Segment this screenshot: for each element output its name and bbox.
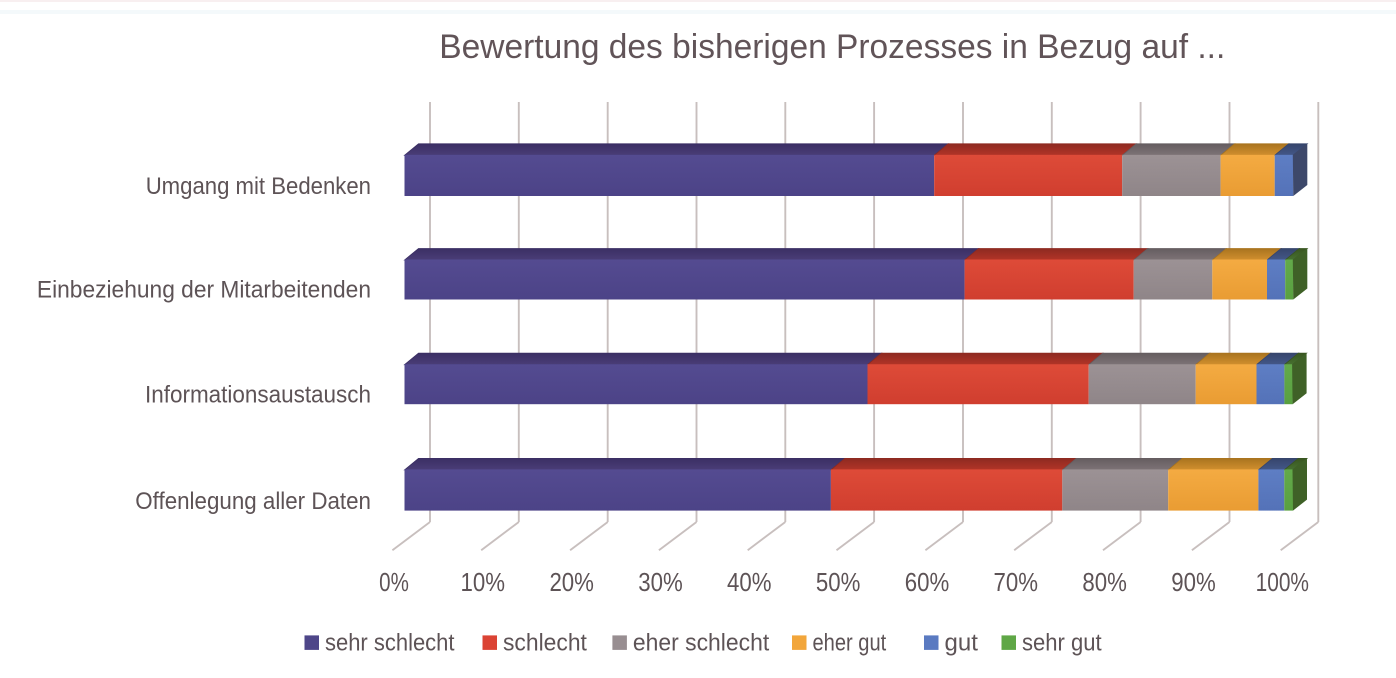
svg-text:60%: 60% (905, 569, 950, 597)
svg-text:sehr gut: sehr gut (1022, 629, 1102, 656)
svg-text:Informationsaustausch: Informationsaustausch (145, 382, 371, 409)
svg-text:50%: 50% (816, 569, 861, 597)
svg-text:70%: 70% (994, 569, 1039, 597)
svg-text:100%: 100% (1256, 569, 1309, 597)
svg-text:Einbeziehung der Mitarbeitende: Einbeziehung der Mitarbeitenden (37, 277, 371, 304)
svg-text:Umgang mit Bedenken: Umgang mit Bedenken (146, 173, 371, 200)
svg-text:30%: 30% (638, 569, 683, 597)
svg-text:Offenlegung aller Daten: Offenlegung aller Daten (135, 488, 371, 515)
svg-text:eher gut: eher gut (813, 629, 887, 656)
svg-text:Bewertung des bisherigen Proze: Bewertung des bisherigen Prozesses in Be… (439, 28, 1225, 66)
svg-text:gut: gut (945, 629, 979, 656)
svg-text:10%: 10% (461, 569, 506, 597)
svg-text:0%: 0% (379, 569, 409, 597)
svg-text:80%: 80% (1082, 569, 1127, 597)
svg-text:eher schlecht: eher schlecht (633, 629, 770, 656)
svg-text:schlecht: schlecht (503, 629, 587, 656)
svg-text:sehr schlecht: sehr schlecht (325, 629, 455, 656)
svg-text:40%: 40% (727, 569, 772, 597)
svg-text:20%: 20% (549, 569, 594, 597)
svg-text:90%: 90% (1171, 569, 1216, 597)
